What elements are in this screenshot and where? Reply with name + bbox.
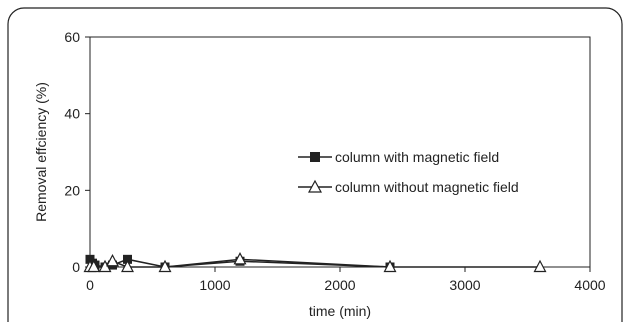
y-tick-label: 20 <box>64 182 80 198</box>
series-2 <box>83 252 547 273</box>
x-tick-label: 3000 <box>449 277 480 293</box>
data-point-triangle <box>87 259 101 273</box>
legend: column with magnetic field column withou… <box>298 149 519 195</box>
data-point-triangle <box>233 252 247 265</box>
y-tick-label: 0 <box>72 259 80 275</box>
x-axis-ticks: 0 1000 2000 3000 4000 <box>86 267 606 293</box>
legend-label-with-field: column with magnetic field <box>335 149 499 165</box>
data-point-triangle <box>383 259 397 273</box>
x-tick-label: 4000 <box>574 277 605 293</box>
legend-label-without-field: column without magnetic field <box>335 179 519 195</box>
y-tick-label: 40 <box>64 106 80 122</box>
x-axis-title: time (min) <box>309 303 371 319</box>
x-tick-label: 2000 <box>324 277 355 293</box>
data-point-triangle <box>533 259 547 273</box>
series-layer <box>83 252 547 273</box>
data-point-triangle <box>158 259 172 273</box>
data-point-triangle <box>121 259 134 273</box>
y-axis-ticks: 0 20 40 60 <box>64 29 90 275</box>
figure-border <box>7 7 623 322</box>
x-tick-label: 0 <box>86 277 94 293</box>
data-point-square <box>123 254 132 264</box>
y-tick-label: 60 <box>64 29 80 45</box>
y-axis-title: Removal effciency (%) <box>33 82 49 222</box>
data-point-triangle <box>106 253 119 267</box>
x-tick-label: 1000 <box>199 277 230 293</box>
legend-marker-open-triangle <box>307 179 323 193</box>
legend-marker-filled-square <box>310 152 320 162</box>
